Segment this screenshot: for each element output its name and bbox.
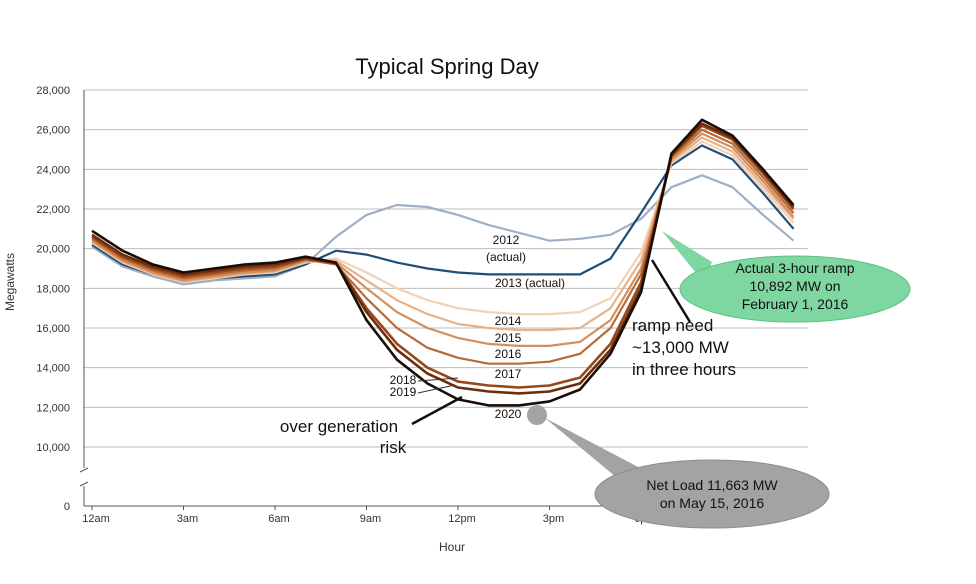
series-label-2019: 2019 [390, 385, 417, 399]
gridlines [84, 89, 808, 448]
series-line-2016 [91, 132, 795, 347]
y-tick-label-18000: 18,000 [36, 283, 70, 295]
y-tick-label-24000: 24,000 [36, 164, 70, 176]
series-label-2020: 2020 [495, 407, 522, 421]
series-label-2015: 2015 [495, 331, 522, 345]
actual-ramp-callout: Actual 3-hour ramp 10,892 MW on February… [662, 231, 911, 323]
x-tick-label-0: 12am [82, 513, 110, 525]
series-line-2012-actual- [91, 174, 795, 286]
net-load-marker [527, 405, 547, 425]
callout-green-line3: February 1, 2016 [742, 296, 849, 312]
pointer-line-2019 [417, 384, 456, 394]
series-year-labels: 2012 (actual) 2013 (actual) 2014 2015 2016 201… [390, 233, 565, 421]
y-tick-label-20000: 20,000 [36, 244, 70, 256]
ramp-need-annotation: ramp need ~13,000 MW in three hours [632, 259, 736, 379]
x-tick-label-12: 12pm [448, 513, 476, 525]
callout-green-line1: Actual 3-hour ramp [735, 260, 854, 276]
y-tick-label-28000: 28,000 [36, 85, 70, 97]
y-tick-label-12000: 12,000 [36, 402, 70, 414]
x-tick-label-15: 3pm [543, 513, 564, 525]
over-generation-line1: over generation [280, 417, 398, 436]
series-label-2018: 2018 [390, 373, 417, 387]
series-label-2012: 2012 [493, 233, 520, 247]
series-label-2013-actual-: 2013 (actual) [495, 276, 565, 290]
callout-gray-line2: on May 15, 2016 [660, 495, 765, 511]
callout-gray-line1: Net Load 11,663 MW [646, 477, 778, 493]
callout-green-line2: 10,892 MW on [749, 278, 840, 294]
x-tick-label-9: 9am [360, 513, 381, 525]
series-lines [91, 118, 795, 407]
ramp-need-line2: ~13,000 MW [632, 338, 729, 357]
ramp-pointer [650, 259, 692, 323]
callout-pointer-gray [545, 418, 640, 482]
over-generation-pointer [411, 395, 463, 426]
y-tick-label-16000: 16,000 [36, 323, 70, 335]
series-line-2020 [91, 118, 795, 407]
y-tick-labels: 0 10,000 12,000 14,000 16,000 18,000 20,000 22,… [36, 85, 70, 513]
ramp-need-line3: in three hours [632, 360, 736, 379]
y-tick-label-10000: 10,000 [36, 442, 70, 454]
callout-bubble-gray [594, 459, 830, 529]
series-label-2016: 2016 [495, 347, 522, 361]
callout-bubble-green [679, 255, 911, 323]
series-label-2014: 2014 [495, 314, 522, 328]
series-label-2012-actual-note: (actual) [486, 250, 526, 264]
x-axis-label: Hour [439, 540, 465, 554]
series-line-2017 [91, 128, 795, 365]
net-load-callout: Net Load 11,663 MW on May 15, 2016 [527, 405, 830, 529]
y-tick-label-22000: 22,000 [36, 204, 70, 216]
y-tick-label-0: 0 [64, 501, 70, 513]
axis-break-mark-1 [79, 467, 89, 473]
y-tick-label-14000: 14,000 [36, 363, 70, 375]
axis-break-mark-2 [79, 481, 89, 487]
y-tick-label-26000: 26,000 [36, 125, 70, 137]
y-axis-label: Megawatts [3, 253, 17, 311]
series-label-2017: 2017 [495, 367, 522, 381]
x-tick-label-3: 3am [177, 513, 198, 525]
chart-title: Typical Spring Day [355, 54, 538, 79]
pointer-line-2018 [417, 377, 459, 382]
over-generation-annotation: over generation risk [280, 377, 463, 457]
ramp-need-line1: ramp need [632, 316, 713, 335]
over-generation-line2: risk [380, 438, 407, 457]
x-tick-label-6: 6am [268, 513, 289, 525]
